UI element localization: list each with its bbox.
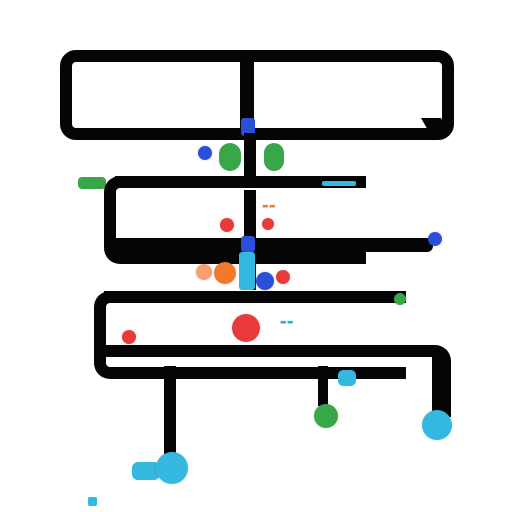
lower-right-drop xyxy=(432,356,444,416)
connector-cyan-1[interactable] xyxy=(239,252,255,290)
node-orange[interactable] xyxy=(214,262,236,284)
node-blue-center[interactable] xyxy=(256,272,274,290)
row2-orange-mark: ▬▬ xyxy=(262,202,276,210)
top-frame-divider xyxy=(240,55,254,133)
node-red-2[interactable] xyxy=(262,218,274,230)
top-frame xyxy=(60,50,454,140)
row2-top-bar xyxy=(115,176,365,188)
lower-mid-drop xyxy=(318,366,328,406)
row4-bottom-frame xyxy=(104,345,451,417)
node-peach[interactable] xyxy=(196,264,212,280)
node-green-pill-1[interactable] xyxy=(219,143,241,171)
node-cyan-large-right[interactable] xyxy=(422,410,452,440)
node-green-pill-2[interactable] xyxy=(264,143,284,171)
row1-connector xyxy=(244,133,256,177)
node-cyan-small[interactable] xyxy=(338,370,356,386)
row4-top-bar xyxy=(104,291,394,303)
row2-bottom-bar xyxy=(115,238,433,252)
node-red-large[interactable] xyxy=(232,314,260,342)
row2-cyan-strip[interactable] xyxy=(322,181,356,186)
connector-blue-2[interactable] xyxy=(241,236,255,252)
node-red-3[interactable] xyxy=(276,270,290,284)
node-cyan-pill[interactable] xyxy=(132,462,160,480)
node-cyan-large-left[interactable] xyxy=(156,452,188,484)
node-blue-right[interactable] xyxy=(428,232,442,246)
legend-swatch xyxy=(88,497,97,506)
node-blue-small[interactable] xyxy=(198,146,212,160)
row4-label-d2: ▬▬ xyxy=(280,318,294,326)
node-red-1[interactable] xyxy=(220,218,234,232)
node-green-right[interactable] xyxy=(394,293,406,305)
connector-blue-1[interactable] xyxy=(241,118,255,136)
node-red-4[interactable] xyxy=(122,330,136,344)
lower-left-drop xyxy=(164,366,176,456)
green-tag[interactable] xyxy=(78,177,106,189)
node-green-lower[interactable] xyxy=(314,404,338,428)
